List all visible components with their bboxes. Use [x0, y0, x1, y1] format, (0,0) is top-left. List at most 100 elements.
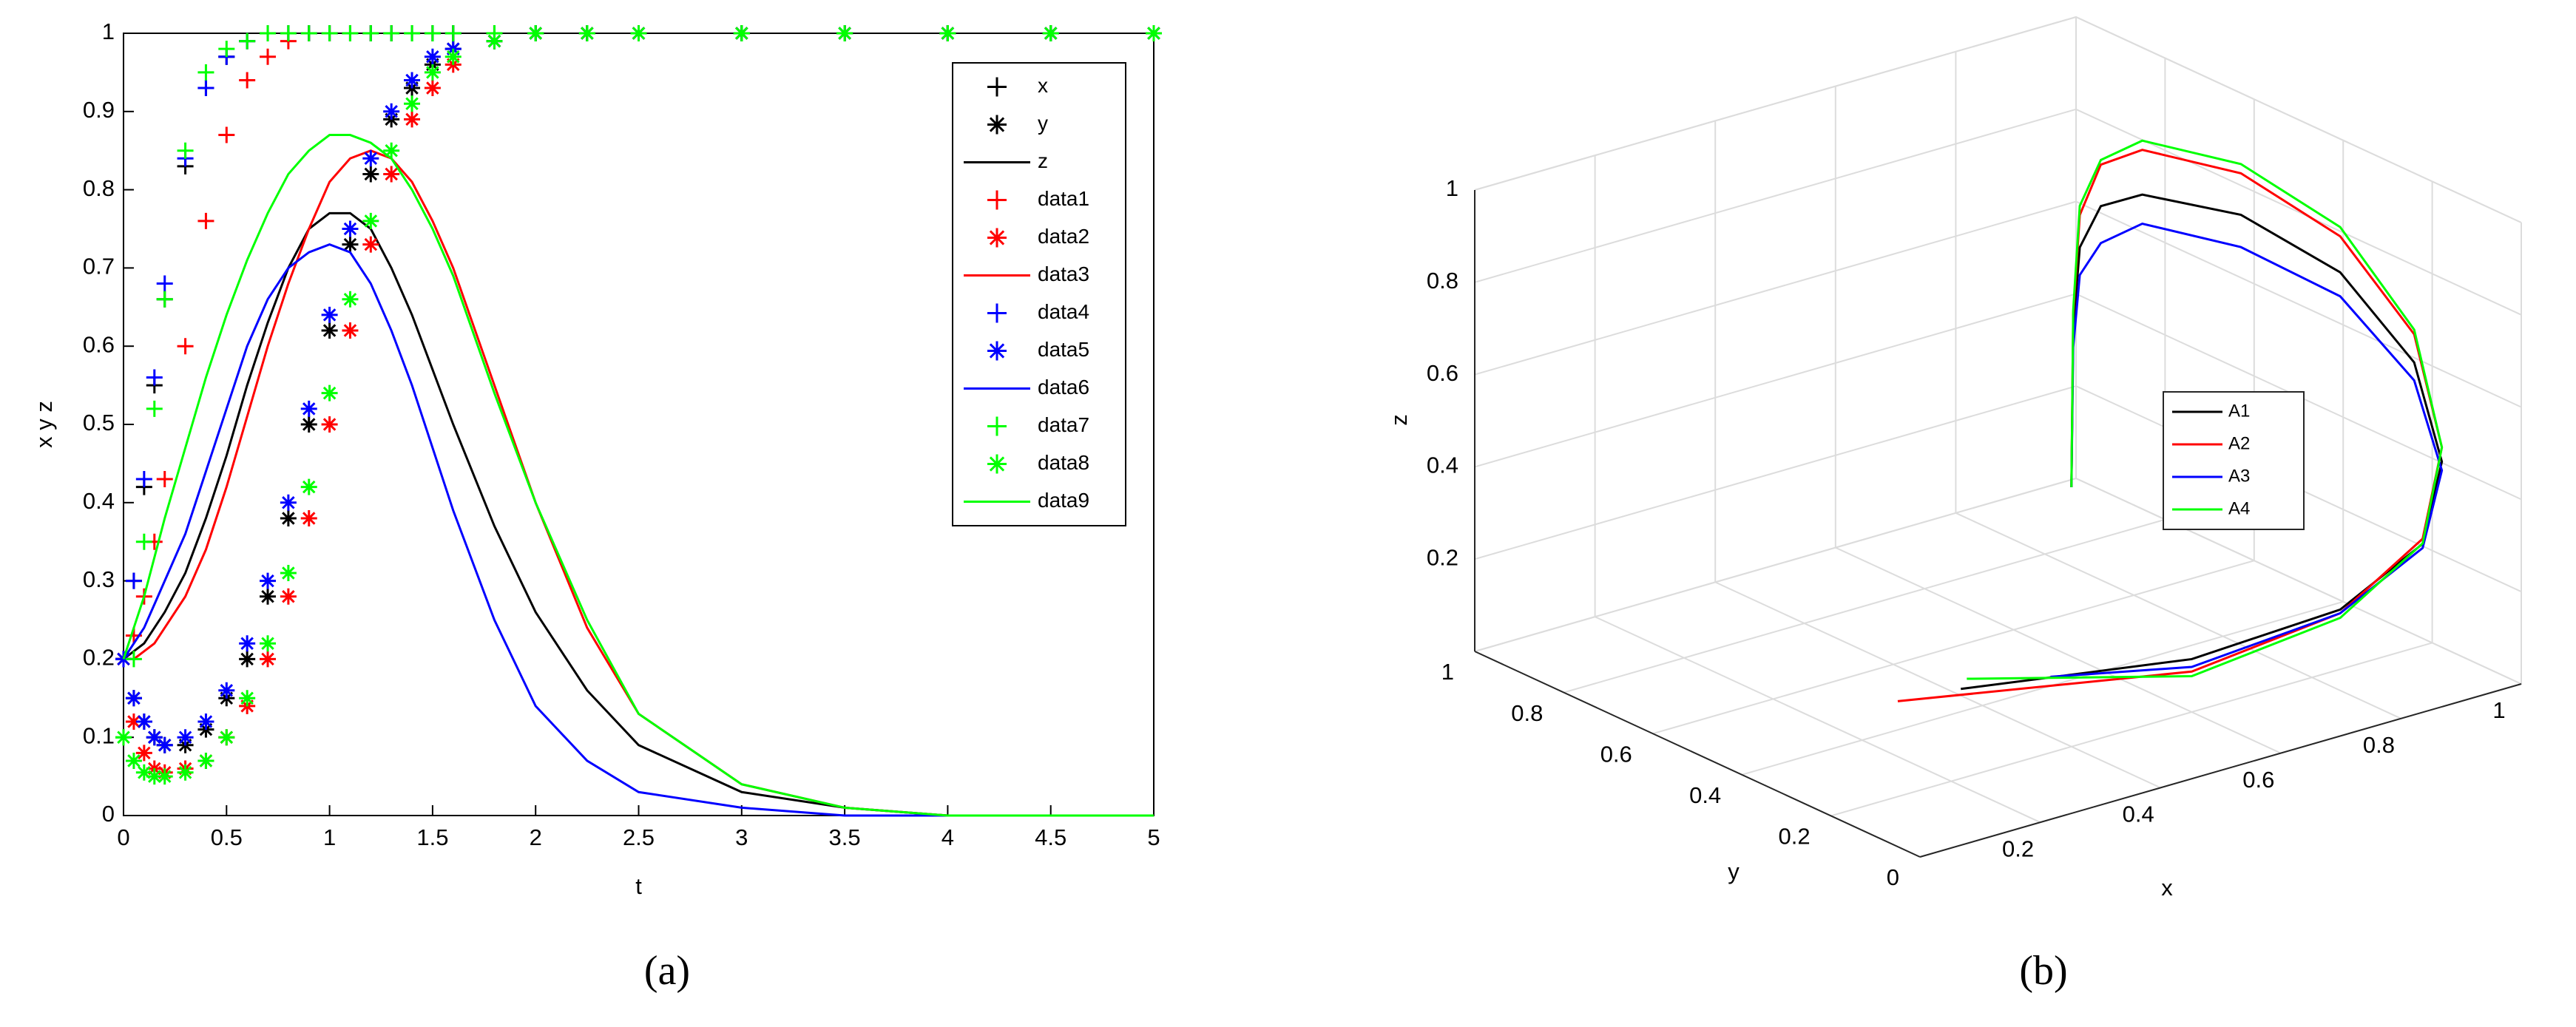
grid-line	[1594, 155, 2041, 824]
marker-stroke	[404, 95, 421, 112]
marker	[135, 471, 152, 488]
marker-stroke	[733, 25, 750, 41]
marker-stroke	[115, 729, 132, 746]
marker	[321, 384, 338, 401]
marker-stroke	[177, 764, 194, 781]
legend-label: data3	[1038, 262, 1089, 285]
series-line	[122, 243, 1154, 817]
y-tick-label: 0.7	[83, 254, 115, 279]
marker	[218, 126, 235, 143]
marker-stroke	[239, 690, 256, 707]
marker	[630, 25, 647, 41]
marker	[424, 25, 441, 41]
marker-stroke	[1042, 25, 1059, 41]
marker-stroke	[362, 25, 379, 41]
x-tick-label: 1.5	[416, 824, 448, 850]
marker-stroke	[987, 115, 1007, 135]
x-axis-label: t	[635, 873, 642, 899]
marker-stroke	[135, 533, 152, 550]
x-axis	[1919, 683, 2522, 858]
marker-stroke	[260, 48, 277, 65]
marker-stroke	[987, 190, 1007, 210]
marker	[125, 572, 142, 589]
marker-stroke	[987, 341, 1007, 361]
marker	[987, 115, 1007, 135]
marker	[260, 588, 277, 605]
marker	[197, 752, 214, 769]
marker-stroke	[321, 25, 338, 41]
y-tick-label: 0.3	[83, 566, 115, 592]
marker	[362, 25, 379, 41]
y-tick-label: 0.9	[83, 97, 115, 123]
marker-stroke	[239, 635, 256, 652]
marker	[280, 25, 297, 41]
marker	[239, 33, 256, 50]
marker	[260, 651, 277, 668]
marker-stroke	[424, 64, 441, 81]
marker-stroke	[383, 142, 400, 159]
marker	[987, 416, 1007, 436]
marker	[218, 41, 235, 58]
x-tick-label: 0.2	[2002, 836, 2034, 861]
y-tick-label: 0.4	[1689, 782, 1721, 808]
marker	[146, 369, 163, 386]
marker	[987, 341, 1007, 361]
marker-stroke	[280, 25, 297, 41]
z-tick-label: 1	[1446, 175, 1458, 201]
y-tick-label: 1	[1441, 659, 1454, 685]
marker	[342, 220, 359, 237]
y-axis-label: x y z	[31, 401, 57, 448]
marker	[342, 291, 359, 308]
legend-label: data4	[1038, 300, 1089, 323]
marker	[300, 416, 317, 433]
marker-stroke	[383, 103, 400, 120]
grid-line	[1474, 108, 2522, 316]
marker-stroke	[342, 220, 359, 237]
marker-stroke	[156, 275, 173, 292]
legend-label: data7	[1038, 413, 1089, 436]
marker	[383, 142, 400, 159]
marker-stroke	[146, 400, 163, 417]
marker-stroke	[404, 25, 421, 41]
marker	[321, 416, 338, 433]
marker	[939, 25, 956, 41]
grid-line	[1741, 140, 2345, 776]
marker-stroke	[260, 25, 277, 41]
marker	[321, 306, 338, 323]
y-tick-label: 0	[102, 801, 115, 827]
marker	[987, 454, 1007, 474]
marker-stroke	[146, 369, 163, 386]
marker-stroke	[125, 714, 142, 731]
marker	[197, 714, 214, 731]
marker	[300, 400, 317, 417]
x-tick-label: 2.5	[623, 824, 655, 850]
marker-stroke	[527, 25, 544, 41]
marker	[239, 690, 256, 707]
series-line	[1967, 139, 2444, 680]
marker-stroke	[321, 306, 338, 323]
caption: (a)	[644, 948, 690, 994]
marker-stroke	[404, 111, 421, 128]
marker-stroke	[1146, 25, 1162, 41]
marker	[177, 338, 194, 355]
x-tick-label: 0.5	[211, 824, 243, 850]
marker	[280, 565, 297, 582]
grid-line	[1563, 58, 2166, 694]
series-line	[123, 211, 1154, 817]
marker-stroke	[239, 72, 256, 89]
marker-stroke	[836, 25, 853, 41]
x-tick-label: 5	[1147, 824, 1160, 850]
x-tick-label: 2	[530, 824, 542, 850]
marker	[177, 729, 194, 746]
marker	[383, 166, 400, 183]
marker-stroke	[239, 33, 256, 50]
marker	[135, 714, 152, 731]
marker	[404, 111, 421, 128]
marker	[321, 322, 338, 339]
marker-stroke	[260, 588, 277, 605]
marker-stroke	[630, 25, 647, 41]
marker	[146, 400, 163, 417]
marker-stroke	[939, 25, 956, 41]
marker	[197, 64, 214, 81]
